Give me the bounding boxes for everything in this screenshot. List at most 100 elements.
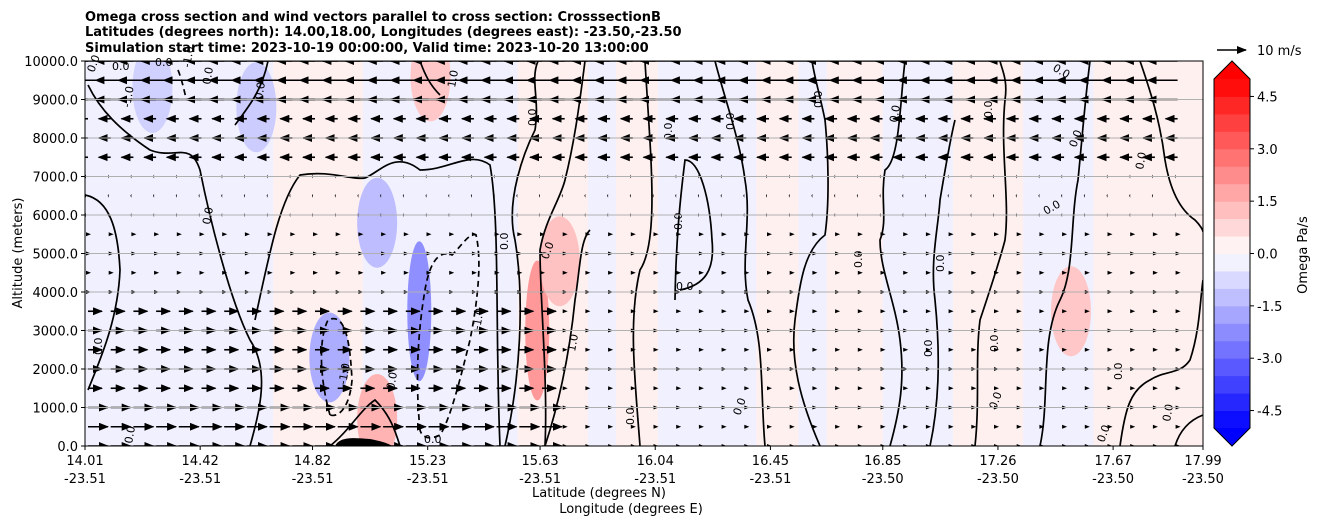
wind-vector bbox=[767, 232, 772, 237]
wind-vector bbox=[1039, 386, 1045, 391]
contour-zero-line bbox=[85, 194, 121, 391]
wind-vector bbox=[1129, 193, 1131, 198]
wind-vector bbox=[835, 424, 841, 429]
colorbar-segment bbox=[1214, 79, 1250, 97]
wind-vector bbox=[880, 386, 886, 391]
wind-vector bbox=[584, 193, 586, 198]
wind-vector bbox=[108, 232, 114, 237]
wind-vector bbox=[1062, 347, 1068, 352]
wind-vector bbox=[154, 232, 160, 237]
wind-vector bbox=[243, 193, 245, 198]
wind-vector bbox=[402, 193, 404, 198]
wind-vector bbox=[767, 347, 772, 352]
wind-vector bbox=[494, 270, 500, 275]
wind-vector bbox=[562, 386, 568, 391]
wind-vector bbox=[994, 232, 999, 237]
omega-fill-positive bbox=[410, 61, 451, 122]
wind-vector bbox=[585, 232, 591, 237]
contour-label: 0.0 bbox=[988, 335, 1001, 353]
wind-vector bbox=[1130, 386, 1136, 391]
x-tick-label-lat: 14.42 bbox=[182, 454, 219, 469]
wind-vector bbox=[835, 347, 841, 352]
wind-vector bbox=[1175, 270, 1181, 275]
wind-vector bbox=[313, 270, 318, 275]
wind-vector bbox=[880, 347, 886, 352]
wind-vector bbox=[812, 309, 818, 314]
y-axis: 0.0 1000.0 2000.0 3000.0 4000.0 5000.0 6000.0 7… bbox=[24, 55, 85, 455]
wind-vector bbox=[380, 193, 382, 198]
wind-vector bbox=[880, 232, 886, 237]
x-tick-label-lon: -23.51 bbox=[64, 472, 106, 487]
wind-vector bbox=[971, 424, 977, 429]
y-tick-label: 7000.0 bbox=[33, 171, 79, 186]
contour-label: 0.0 bbox=[934, 255, 947, 273]
wind-vector bbox=[630, 347, 636, 352]
wind-vector bbox=[1152, 424, 1158, 429]
wind-vector bbox=[1175, 347, 1181, 352]
wind-vector bbox=[1130, 309, 1136, 314]
wind-vector bbox=[1062, 270, 1068, 275]
wind-vector bbox=[381, 270, 387, 275]
wind-vector bbox=[449, 232, 455, 237]
contour-label: 0.0 bbox=[724, 113, 737, 131]
wind-vector bbox=[1083, 193, 1085, 198]
wind-vector bbox=[1152, 270, 1158, 275]
wind-vector bbox=[108, 270, 114, 275]
wind-vector bbox=[948, 309, 954, 314]
colorbar-segment bbox=[1214, 201, 1250, 220]
wind-vector bbox=[517, 232, 523, 237]
wind-vector bbox=[1016, 309, 1022, 314]
wind-vector bbox=[880, 270, 886, 275]
x-tick-label-lat: 17.26 bbox=[979, 454, 1016, 469]
wind-vector bbox=[698, 386, 704, 391]
colorbar-tick-label: -1.5 bbox=[1257, 300, 1282, 315]
wind-vector bbox=[1106, 193, 1108, 198]
colorbar-tick-label: 1.5 bbox=[1257, 195, 1278, 210]
contour-label: 0.0 bbox=[922, 340, 935, 358]
wind-vector bbox=[653, 270, 659, 275]
wind-vector bbox=[630, 424, 636, 429]
wind-vector bbox=[698, 347, 704, 352]
x-tick-label-lat: 15.63 bbox=[521, 454, 558, 469]
wind-vector bbox=[198, 193, 200, 198]
contour-label: 0.0 bbox=[85, 53, 103, 74]
x-tick-label-lat: 17.67 bbox=[1095, 454, 1132, 469]
wind-vector bbox=[744, 386, 750, 391]
wind-vector bbox=[471, 270, 477, 275]
wind-vector bbox=[267, 232, 273, 237]
wind-vector bbox=[676, 386, 682, 391]
wind-vector bbox=[562, 232, 568, 237]
wind-vector bbox=[653, 386, 659, 391]
wind-vector bbox=[1175, 386, 1181, 391]
wind-vector bbox=[744, 232, 750, 237]
wind-vector bbox=[994, 347, 999, 352]
wind-vector bbox=[539, 193, 540, 198]
colorbar-segment bbox=[1214, 410, 1250, 429]
wind-vector bbox=[1107, 309, 1113, 314]
contour-label: 1.0 bbox=[565, 333, 581, 352]
contour-label: 0.0 bbox=[731, 396, 749, 417]
wind-vector bbox=[721, 424, 727, 429]
wind-vector bbox=[676, 309, 682, 314]
wind-vector bbox=[153, 193, 155, 198]
wind-vector bbox=[925, 386, 931, 391]
wind-vector bbox=[720, 193, 722, 198]
wind-vector bbox=[358, 270, 364, 275]
contour-zero-line bbox=[929, 119, 956, 446]
wind-vector bbox=[903, 386, 909, 391]
wind-vector bbox=[1107, 386, 1113, 391]
wind-vector bbox=[994, 309, 999, 314]
wind-vector bbox=[608, 347, 614, 352]
contour-label: 0.0 bbox=[424, 433, 442, 446]
wind-vector bbox=[561, 193, 563, 198]
wind-vector bbox=[721, 309, 727, 314]
colorbar-segment bbox=[1214, 253, 1250, 272]
wind-vector bbox=[540, 270, 545, 275]
wind-vector bbox=[381, 232, 387, 237]
wind-vector bbox=[221, 193, 223, 198]
wind-vector bbox=[585, 424, 591, 429]
wind-vector bbox=[879, 193, 881, 198]
contour-label: 0.0 bbox=[200, 206, 216, 225]
wind-vector bbox=[971, 232, 977, 237]
